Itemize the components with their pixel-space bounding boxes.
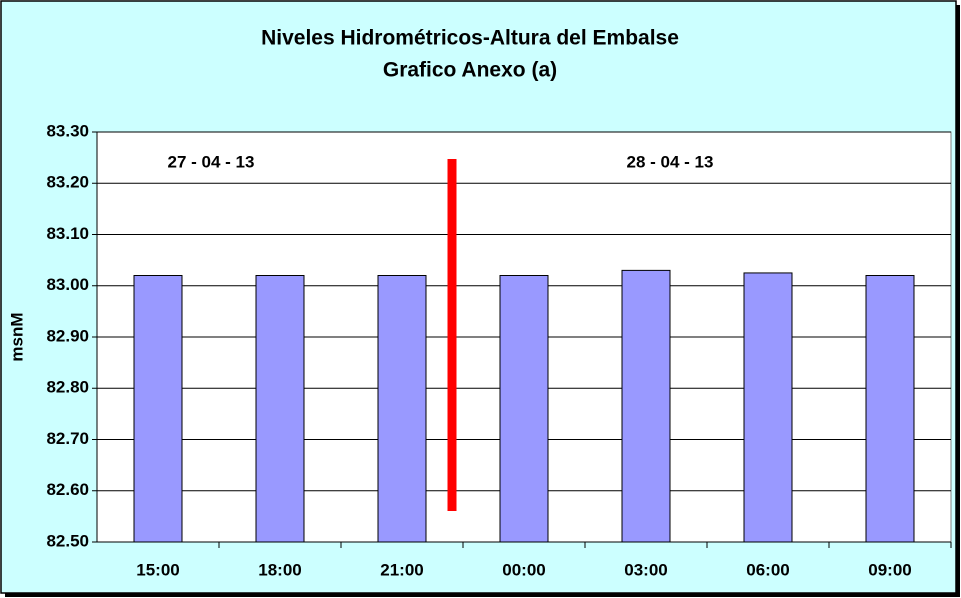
bar: [621, 269, 671, 543]
x-tick-label: 06:00: [746, 560, 789, 579]
y-tick-label: 82.70: [46, 429, 89, 448]
bar: [133, 275, 183, 543]
y-tick-label: 83.20: [46, 173, 89, 192]
annotation: 27 - 04 - 13: [168, 152, 255, 171]
annotation: 28 - 04 - 13: [627, 152, 714, 171]
bar: [865, 275, 915, 543]
y-tick-label: 82.80: [46, 378, 89, 397]
x-tick-label: 18:00: [258, 560, 301, 579]
y-tick-label: 83.00: [46, 275, 89, 294]
y-tick-label: 82.60: [46, 480, 89, 499]
x-tick-label: 21:00: [380, 560, 423, 579]
chart-subtitle: Grafico Anexo (a): [383, 59, 557, 82]
y-tick-label: 83.30: [46, 121, 89, 140]
x-tick-label: 15:00: [136, 560, 179, 579]
bar: [377, 275, 427, 543]
bar: [743, 272, 793, 543]
bar: [499, 275, 549, 543]
x-tick-label: 00:00: [502, 560, 545, 579]
bar: [255, 275, 305, 543]
y-tick-label: 83.10: [46, 224, 89, 243]
x-tick-label: 03:00: [624, 560, 667, 579]
x-tick-label: 09:00: [868, 560, 911, 579]
chart-title: Niveles Hidrométricos-Altura del Embalse: [261, 27, 679, 50]
y-tick-label: 82.50: [46, 531, 89, 550]
y-tick-label: 82.90: [46, 326, 89, 345]
y-axis-label: msnM: [7, 312, 26, 361]
